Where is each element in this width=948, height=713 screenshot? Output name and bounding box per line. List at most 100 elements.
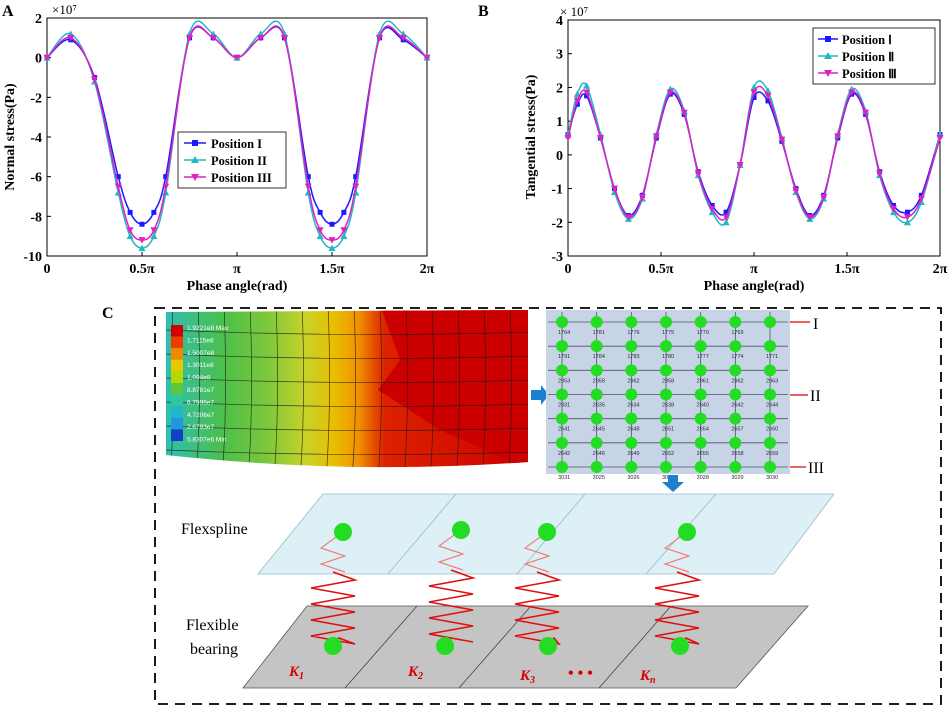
spring-coil (310, 571, 359, 647)
chart-b-point-s3 (903, 214, 911, 221)
mesh-node-number: 3029 (731, 475, 743, 481)
chart-b-point-s3 (917, 195, 925, 203)
mesh-node-number: 2642 (731, 403, 743, 409)
chart-b-ytick-label: 2 (556, 81, 563, 96)
mesh-node-number: 2645 (593, 427, 605, 433)
chart-a: ×10⁷ 0 0.5π π 1.5π 2π 2 0 -2 -4 -6 -8 -10 Phase ang… (3, 2, 435, 294)
mesh-node-number: 2655 (697, 451, 709, 457)
chart-b-point-s3 (820, 194, 828, 201)
chart-b-point-s1 (723, 209, 729, 215)
mesh-node-number: 2962 (731, 378, 743, 384)
chart-b-point-s3 (806, 214, 814, 221)
spring-upper (663, 531, 691, 573)
spring-top-node (678, 523, 696, 541)
panel-label-b: B (478, 3, 489, 20)
contour-mesh-line (247, 310, 252, 468)
chart-b-point-s3 (597, 135, 605, 142)
spring-top-node (538, 523, 556, 541)
chart-a-point-s3 (138, 237, 146, 244)
chart-a-legend-label-1: Position I (211, 137, 262, 151)
chart-b-point-s3 (936, 135, 944, 142)
contour-legend-label: 2.6793e7 (187, 424, 214, 431)
mesh-node (625, 461, 638, 473)
chart-a-legend-label-2: Position II (211, 154, 267, 168)
chart-b-point-s3 (583, 89, 591, 96)
mesh-node (556, 316, 568, 328)
chart-b-exponent: × 10⁷ (560, 4, 588, 19)
chart-b-point-s1 (918, 192, 924, 198)
chart-b-point-s1 (751, 95, 757, 101)
mesh-node-number: 1777 (697, 354, 709, 360)
chart-a-xtick-label: 2π (420, 262, 435, 277)
chart-b-ytick-label: -1 (551, 183, 563, 198)
stiffness-label-2: K2 (407, 664, 423, 682)
chart-b-point-s3 (890, 205, 897, 213)
mesh-node (556, 412, 568, 425)
contour-legend-label: 8.8781e7 (187, 387, 214, 394)
mesh-node-number: 1769 (731, 330, 743, 336)
mesh-node (625, 436, 638, 449)
contour-legend-label: 1.3011e8 (187, 362, 214, 369)
stiffness-label-n: Kn (639, 668, 656, 686)
mesh-node (556, 461, 568, 473)
chart-b-point-s1 (891, 202, 896, 208)
chart-b-point-s3 (750, 89, 758, 96)
chart-b-point-s3 (708, 205, 716, 213)
chart-a-point-s1 (341, 209, 347, 215)
chart-a-point-s3 (257, 34, 265, 42)
chart-a-point-s1 (329, 221, 335, 227)
bearing-label-line1: Flexible (186, 617, 238, 634)
chart-a-point-s3 (91, 76, 98, 83)
mesh-node-number: 2652 (662, 451, 674, 457)
chart-a-xlabel: Phase angle(rad) (187, 279, 288, 294)
chart-a-point-s3 (126, 227, 134, 234)
chart-b-point-s3 (764, 92, 772, 100)
bearing-division-1 (344, 605, 418, 689)
chart-a-ytick-label: 0 (35, 52, 42, 67)
chart-b-xtick-label: 0.5π (648, 262, 674, 277)
chart-a-legend-marker-3 (191, 174, 199, 181)
mesh-node (694, 436, 707, 449)
flexspline-label: Flexspline (181, 521, 248, 538)
chart-b-point-s1 (709, 202, 715, 208)
chart-a-point-s1 (115, 174, 121, 180)
contour-max-region (378, 310, 528, 468)
mesh-node-number: 2657 (731, 427, 743, 433)
chart-a-point-s3 (43, 54, 51, 62)
mesh-node-number: 1780 (662, 354, 674, 360)
contour-mesh-line (166, 425, 528, 431)
mesh-node-number: 2961 (697, 378, 709, 384)
contour-mesh-line (325, 310, 330, 468)
chart-b: × 10⁷ 0 0.5π π 1.5π 2π 4 3 2 1 0 -1 -2 -3 Phase angl… (524, 4, 948, 294)
chart-b-xtick-label: 0 (565, 262, 572, 277)
chart-b-legend-label-1: Position Ⅰ (842, 33, 892, 47)
chart-b-point-s3 (564, 135, 572, 142)
chart-b-point-s3 (736, 161, 744, 169)
chart-a-point-s1 (151, 209, 157, 215)
contour-mesh-line (166, 377, 528, 383)
contour-mesh-line (403, 310, 408, 468)
chart-a-point-s1 (305, 174, 311, 180)
chart-a-ylabel: Normal stress(Pa) (3, 83, 18, 191)
mesh-node (590, 461, 603, 473)
chart-a-point-s3 (328, 237, 336, 244)
chart-a-point-s3 (376, 34, 383, 42)
spring-coil (654, 571, 703, 647)
mesh-node (556, 436, 568, 449)
mesh-node (764, 436, 776, 449)
chart-a-ytick-label: -4 (30, 131, 42, 146)
chart-b-xtick-label: 2π (933, 262, 948, 277)
mesh-node (625, 364, 638, 377)
chart-a-point-s1 (353, 174, 359, 180)
chart-b-series-line-2 (567, 80, 941, 226)
chart-b-point-s3 (848, 89, 856, 96)
mesh-node (625, 316, 638, 328)
chart-b-point-s1 (765, 98, 771, 104)
chart-a-point-s3 (67, 34, 75, 42)
contour-legend-label: 4.7206e7 (187, 412, 214, 419)
chart-b-point-s3 (666, 89, 674, 96)
mesh-node-number: 1776 (627, 330, 639, 336)
mesh-node-number: 1791 (558, 354, 570, 360)
mesh-node (764, 364, 776, 377)
